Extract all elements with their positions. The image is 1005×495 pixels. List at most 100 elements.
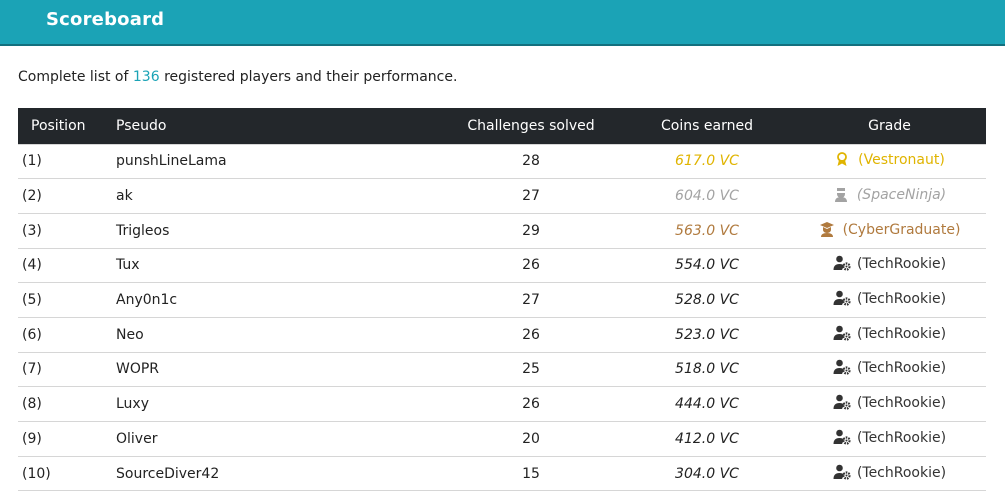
challenges-cell: 20 <box>522 430 540 447</box>
position-cell: (8) <box>22 396 42 413</box>
table-row: (2) ak 27 604.0 VC (SpaceNinja) <box>18 179 986 214</box>
challenges-cell: 29 <box>522 222 540 239</box>
coins-cell: 617.0 VC <box>675 153 739 170</box>
intro-prefix: Complete list of <box>18 69 133 85</box>
graduate-icon <box>819 221 837 239</box>
pseudo-cell[interactable]: ak <box>116 188 133 205</box>
pseudo-cell[interactable]: WOPR <box>116 361 160 378</box>
grade-badge: (CyberGraduate) <box>819 221 961 239</box>
challenges-cell: 15 <box>522 465 540 482</box>
pseudo-cell[interactable]: Oliver <box>116 430 158 447</box>
grade-badge: (TechRookie) <box>833 290 946 308</box>
column-header-challenges: Challenges solved <box>467 117 595 134</box>
table-row: (1) punshLineLama 28 617.0 VC (Vestronaut) <box>18 144 986 179</box>
grade-label: (TechRookie) <box>856 256 947 273</box>
column-header-pseudo: Pseudo <box>116 117 167 134</box>
coins-cell: 554.0 VC <box>675 257 739 274</box>
grade-badge: (Vestronaut) <box>834 151 945 169</box>
user-gear-icon <box>833 255 851 273</box>
grade-label: (SpaceNinja) <box>856 187 947 204</box>
medal-icon <box>834 151 852 169</box>
grade-badge: (SpaceNinja) <box>833 186 946 204</box>
coins-cell: 604.0 VC <box>675 188 739 205</box>
grade-label: (TechRookie) <box>856 325 947 342</box>
grade-cell: (CyberGraduate) <box>793 213 986 248</box>
coins-cell: 412.0 VC <box>675 430 739 447</box>
challenges-cell: 26 <box>522 326 540 343</box>
grade-label: (TechRookie) <box>856 429 947 446</box>
position-cell: (10) <box>22 465 51 482</box>
column-header-coins: Coins earned <box>661 117 753 134</box>
coins-cell: 518.0 VC <box>675 361 739 378</box>
table-row: (3) Trigleos 29 563.0 VC (CyberGraduate) <box>18 213 986 249</box>
player-count: 136 <box>132 69 160 85</box>
grade-cell: (TechRookie) <box>793 456 986 491</box>
challenges-cell: 27 <box>522 292 540 309</box>
grade-cell: (Vestronaut) <box>793 144 986 179</box>
challenges-cell: 26 <box>522 396 540 413</box>
grade-cell: (SpaceNinja) <box>793 179 986 214</box>
pseudo-cell[interactable]: Any0n1c <box>116 292 178 309</box>
grade-badge: (TechRookie) <box>833 359 946 377</box>
grade-cell: (TechRookie) <box>793 283 986 318</box>
position-cell: (6) <box>22 326 42 343</box>
grade-label: (CyberGraduate) <box>842 221 961 238</box>
grade-badge: (TechRookie) <box>833 255 946 273</box>
position-cell: (4) <box>22 257 42 274</box>
grade-label: (TechRookie) <box>856 360 947 377</box>
position-cell: (2) <box>22 188 42 205</box>
user-gear-icon <box>833 429 851 447</box>
grade-badge: (TechRookie) <box>833 325 946 343</box>
ninja-icon <box>833 186 851 204</box>
pseudo-cell[interactable]: punshLineLama <box>116 153 227 170</box>
pseudo-cell[interactable]: SourceDiver42 <box>116 465 220 482</box>
coins-cell: 444.0 VC <box>675 396 739 413</box>
table-header-row: Position Pseudo Challenges solved Coins … <box>18 108 986 144</box>
intro-text: Complete list of 136 registered players … <box>18 69 457 85</box>
challenges-cell: 27 <box>522 188 540 205</box>
coins-cell: 304.0 VC <box>675 465 739 482</box>
user-gear-icon <box>833 394 851 412</box>
table-row: (6) Neo 26 523.0 VC (TechRookie) <box>18 317 986 353</box>
challenges-cell: 26 <box>522 257 540 274</box>
table-row: (5) Any0n1c 27 528.0 VC (TechRookie) <box>18 283 986 318</box>
pseudo-cell[interactable]: Luxy <box>116 396 149 413</box>
scoreboard-table: Position Pseudo Challenges solved Coins … <box>18 108 986 491</box>
table-row: (10) SourceDiver42 15 304.0 VC (TechRookie) <box>18 456 986 491</box>
coins-cell: 563.0 VC <box>675 222 739 239</box>
position-cell: (9) <box>22 430 42 447</box>
grade-label: (TechRookie) <box>856 464 947 481</box>
user-gear-icon <box>833 290 851 308</box>
challenges-cell: 28 <box>522 153 540 170</box>
challenges-cell: 25 <box>522 361 540 378</box>
grade-badge: (TechRookie) <box>833 464 946 482</box>
user-gear-icon <box>833 325 851 343</box>
pseudo-cell[interactable]: Neo <box>116 326 144 343</box>
grade-label: (Vestronaut) <box>858 152 945 169</box>
grade-cell: (TechRookie) <box>793 387 986 422</box>
grade-cell: (TechRookie) <box>793 248 986 283</box>
coins-cell: 528.0 VC <box>675 292 739 309</box>
pseudo-cell[interactable]: Tux <box>116 257 140 274</box>
user-gear-icon <box>833 359 851 377</box>
page-title: Scoreboard <box>46 9 165 30</box>
grade-label: (TechRookie) <box>856 291 947 308</box>
top-bar: Scoreboard <box>0 0 1005 46</box>
position-cell: (7) <box>22 361 42 378</box>
table-row: (7) WOPR 25 518.0 VC (TechRookie) <box>18 352 986 387</box>
grade-badge: (TechRookie) <box>833 429 946 447</box>
column-header-grade: Grade <box>868 117 911 134</box>
position-cell: (1) <box>22 153 42 170</box>
table-row: (8) Luxy 26 444.0 VC (TechRookie) <box>18 387 986 422</box>
table-row: (4) Tux 26 554.0 VC (TechRookie) <box>18 248 986 283</box>
coins-cell: 523.0 VC <box>675 326 739 343</box>
grade-label: (TechRookie) <box>856 395 947 412</box>
table-row: (9) Oliver 20 412.0 VC (TechRookie) <box>18 422 986 457</box>
position-cell: (5) <box>22 292 42 309</box>
grade-badge: (TechRookie) <box>833 394 946 412</box>
pseudo-cell[interactable]: Trigleos <box>116 222 170 239</box>
position-cell: (3) <box>22 222 42 239</box>
user-gear-icon <box>833 464 851 482</box>
column-header-position: Position <box>31 117 86 134</box>
grade-cell: (TechRookie) <box>793 352 986 387</box>
